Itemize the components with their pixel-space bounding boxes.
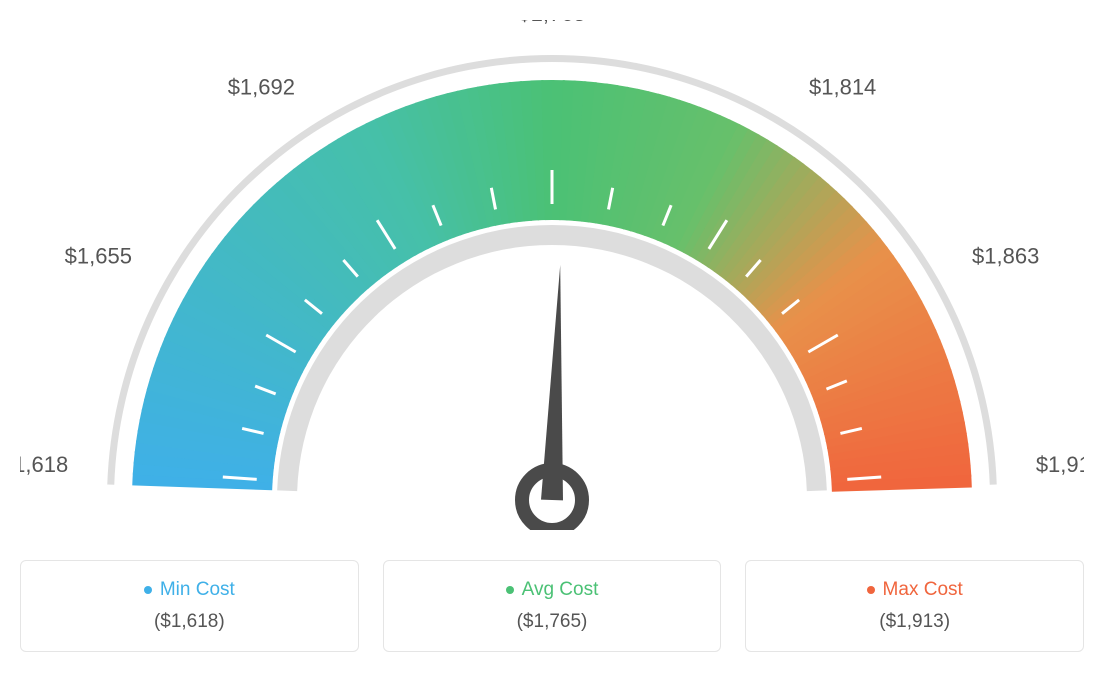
svg-text:$1,618: $1,618 — [20, 452, 68, 477]
svg-text:$1,765: $1,765 — [518, 20, 585, 26]
svg-text:$1,913: $1,913 — [1036, 452, 1084, 477]
legend-card-max: Max Cost ($1,913) — [745, 560, 1084, 652]
gauge-svg: $1,618 $1,655 $1,692 $1,765 $1,814 $1,863 $1,9… — [20, 20, 1084, 530]
legend-row: Min Cost ($1,618) Avg Cost ($1,765) Max … — [20, 560, 1084, 652]
legend-title-text-max: Max Cost — [883, 579, 963, 600]
dot-min — [144, 586, 152, 594]
svg-text:$1,692: $1,692 — [228, 75, 295, 100]
dot-max — [867, 586, 875, 594]
legend-card-min: Min Cost ($1,618) — [20, 560, 359, 652]
dot-avg — [506, 586, 514, 594]
legend-title-text-avg: Avg Cost — [522, 579, 599, 600]
legend-title-min: Min Cost — [41, 579, 338, 601]
gauge-chart: $1,618 $1,655 $1,692 $1,765 $1,814 $1,863 $1,9… — [20, 20, 1084, 530]
svg-text:$1,814: $1,814 — [809, 75, 876, 100]
legend-value-avg: ($1,765) — [404, 611, 701, 633]
svg-text:$1,863: $1,863 — [972, 243, 1039, 268]
legend-card-avg: Avg Cost ($1,765) — [383, 560, 722, 652]
legend-value-max: ($1,913) — [766, 611, 1063, 633]
svg-text:$1,655: $1,655 — [65, 243, 132, 268]
legend-title-max: Max Cost — [766, 579, 1063, 601]
legend-title-avg: Avg Cost — [404, 579, 701, 601]
legend-value-min: ($1,618) — [41, 611, 338, 633]
legend-title-text-min: Min Cost — [160, 579, 235, 600]
